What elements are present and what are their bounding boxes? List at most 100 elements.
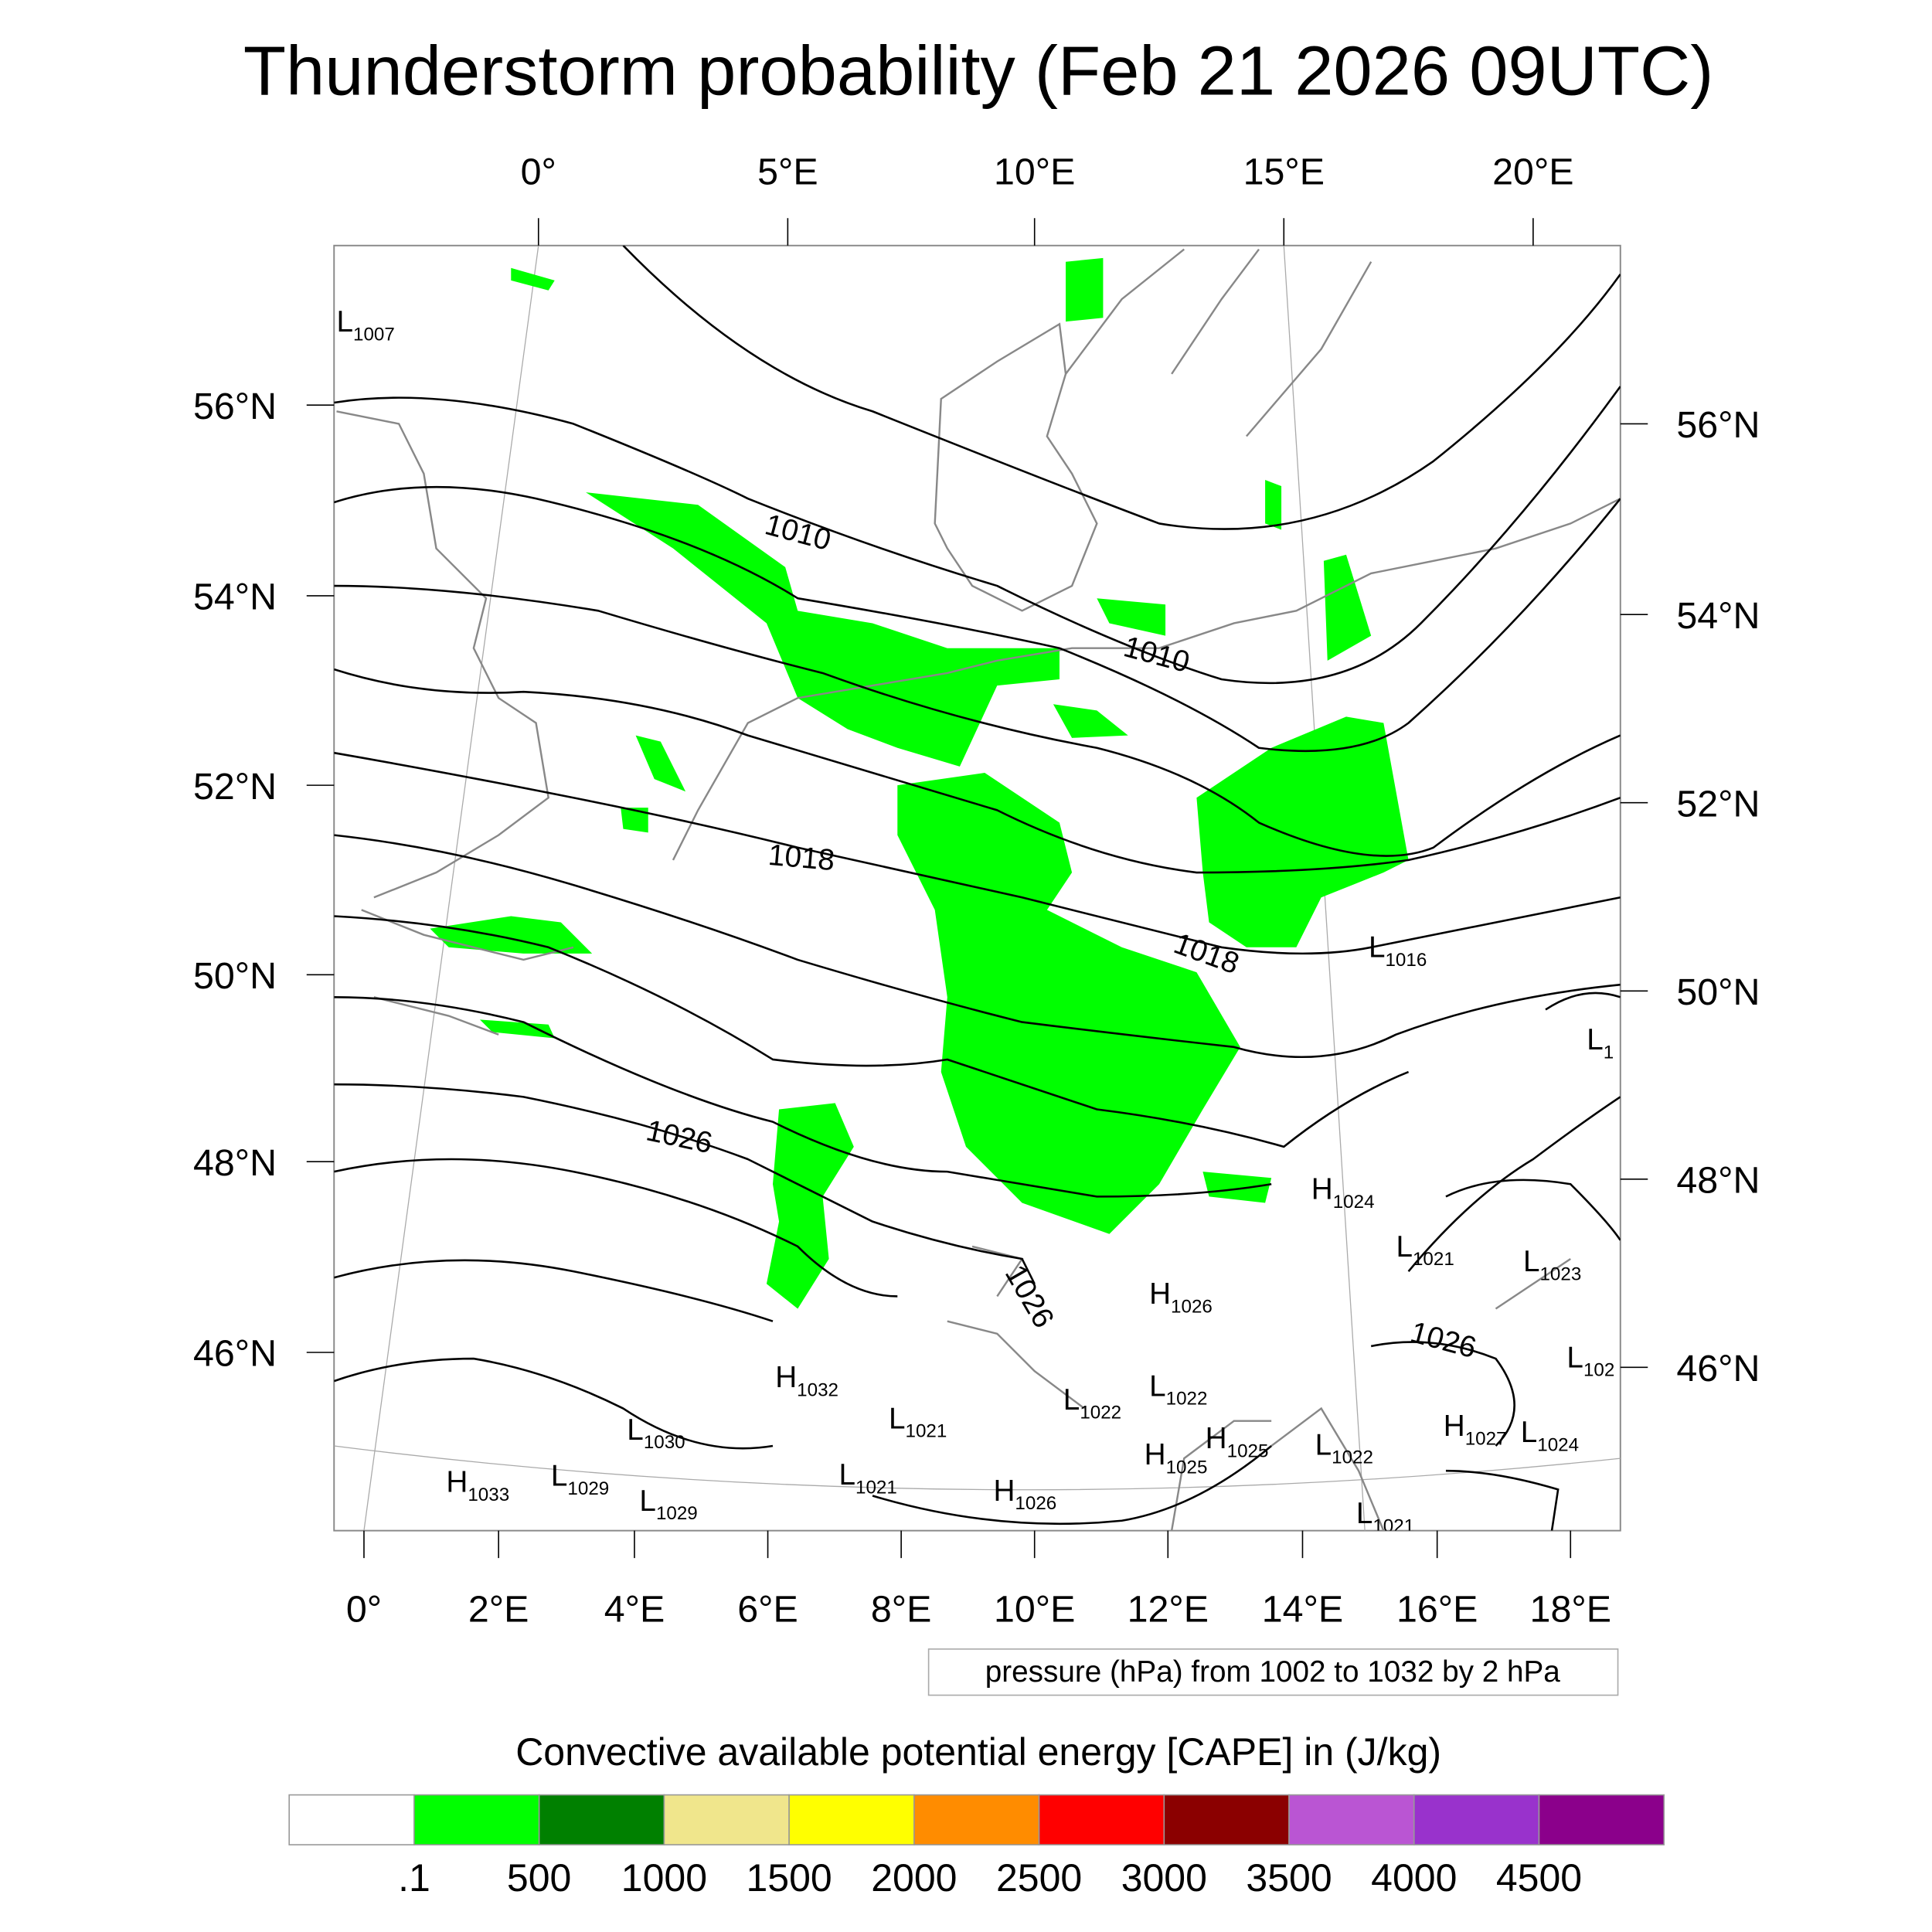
lat-label: 48°N xyxy=(193,1142,277,1184)
cape-area xyxy=(1097,598,1166,636)
colorbar-swatch xyxy=(1163,1794,1290,1845)
colorbar-swatch xyxy=(788,1794,915,1845)
pressure-value: 102 xyxy=(1583,1360,1614,1381)
cape-area xyxy=(479,1019,555,1039)
lon-label: 4°E xyxy=(604,1588,665,1630)
cape-area xyxy=(586,492,1060,767)
lat-label: 48°N xyxy=(1676,1160,1760,1202)
pressure-value: 1025 xyxy=(1166,1457,1208,1478)
cape-area xyxy=(1265,479,1282,530)
cape-area xyxy=(635,735,686,792)
right-latitude-labels: 56°N 54°N 52°N 50°N 48°N 46°N xyxy=(1676,404,1760,1389)
pressure-value: 1033 xyxy=(468,1485,509,1505)
lon-label: 0° xyxy=(521,151,556,193)
pressure-value: 1029 xyxy=(567,1478,609,1499)
pressure-value: 1021 xyxy=(906,1421,947,1442)
lon-label: 2°E xyxy=(468,1588,529,1630)
cape-area xyxy=(511,267,555,291)
lon-label: 14°E xyxy=(1262,1588,1343,1630)
pressure-value: 1016 xyxy=(1385,950,1427,971)
lat-label: 52°N xyxy=(193,766,277,808)
lat-label: 56°N xyxy=(193,386,277,427)
coastlines xyxy=(336,248,1621,1531)
cape-area xyxy=(621,808,648,833)
pressure-value: 1025 xyxy=(1227,1440,1269,1461)
axis-ticks xyxy=(306,218,1648,1559)
pressure-value: 1021 xyxy=(1413,1249,1454,1270)
colorbar-label: 3500 xyxy=(1246,1856,1332,1900)
lat-label: 46°N xyxy=(1676,1348,1760,1389)
lat-label: 56°N xyxy=(1676,404,1760,446)
lat-label: 54°N xyxy=(1676,595,1760,637)
colorbar-label: .1 xyxy=(398,1856,430,1900)
lon-label: 6°E xyxy=(737,1588,798,1630)
pressure-value: 1021 xyxy=(1372,1515,1414,1536)
pressure-value: 1030 xyxy=(644,1432,685,1453)
pressure-value: 1029 xyxy=(656,1503,698,1524)
colorbar-label: 4500 xyxy=(1496,1856,1582,1900)
colorbar-swatch xyxy=(1538,1794,1665,1845)
lat-label: 46°N xyxy=(193,1333,277,1375)
figure-title: Thunderstorm probability (Feb 21 2026 09… xyxy=(243,32,1713,111)
bottom-longitude-labels: 0° 2°E 4°E 6°E 8°E 10°E 12°E 14°E 16°E 1… xyxy=(346,1588,1611,1630)
top-longitude-labels: 0° 5°E 10°E 15°E 20°E xyxy=(521,151,1574,193)
map-panel: 1010 1010 1018 1018 1026 1026 1026 L1007… xyxy=(333,244,1621,1536)
lon-label: 0° xyxy=(346,1588,382,1630)
high-pressure-label: H1025 xyxy=(1145,1438,1208,1478)
lon-label: 18°E xyxy=(1530,1588,1611,1630)
colorbar-label: 1000 xyxy=(621,1856,707,1900)
left-latitude-labels: 56°N 54°N 52°N 50°N 48°N 46°N xyxy=(193,386,277,1375)
lat-label: 52°N xyxy=(1676,783,1760,825)
colorbar-label: 2000 xyxy=(871,1856,957,1900)
colorbar-swatch xyxy=(913,1794,1040,1845)
contour-label: 1018 xyxy=(767,838,835,877)
colorbar-label: 500 xyxy=(507,1856,571,1900)
pressure-value: 1021 xyxy=(855,1477,897,1498)
lat-label: 50°N xyxy=(193,955,277,997)
pressure-value: 1027 xyxy=(1465,1428,1507,1449)
lon-label: 5°E xyxy=(757,151,818,193)
lon-label: 15°E xyxy=(1243,151,1325,193)
colorbar: .1 500 1000 1500 2000 2500 3000 3500 4000 4500 xyxy=(288,1794,1665,1900)
cape-area xyxy=(1323,554,1372,661)
pressure-value: 1007 xyxy=(353,324,395,345)
colorbar-swatch xyxy=(1288,1794,1415,1845)
colorbar-swatch xyxy=(1038,1794,1165,1845)
lat-label: 54°N xyxy=(193,577,277,618)
lon-label: 10°E xyxy=(994,1588,1075,1630)
pressure-value: 1026 xyxy=(1015,1493,1056,1514)
pressure-value: 1022 xyxy=(1080,1402,1121,1423)
cape-area xyxy=(1066,257,1104,322)
lon-label: 12°E xyxy=(1128,1588,1209,1630)
cape-area xyxy=(430,916,593,954)
pressure-value: 1 xyxy=(1604,1042,1614,1063)
lon-label: 8°E xyxy=(871,1588,932,1630)
cape-area xyxy=(1202,1172,1272,1203)
pressure-value: 1022 xyxy=(1332,1447,1373,1468)
colorbar-label: 3000 xyxy=(1121,1856,1207,1900)
cape-area xyxy=(1053,704,1128,738)
pressure-value: 1022 xyxy=(1166,1389,1208,1410)
colorbar-swatch xyxy=(1413,1794,1540,1845)
lon-label: 20°E xyxy=(1492,151,1573,193)
colorbar-swatch xyxy=(288,1794,415,1845)
colorbar-label: 2500 xyxy=(996,1856,1082,1900)
colorbar-swatch xyxy=(413,1794,540,1845)
pressure-value: 1026 xyxy=(1171,1296,1213,1317)
pressure-value: 1024 xyxy=(1333,1192,1375,1213)
pressure-value: 1032 xyxy=(797,1379,838,1400)
contour-info: pressure (hPa) from 1002 to 1032 by 2 hP… xyxy=(985,1655,1561,1689)
colorbar-swatch xyxy=(663,1794,790,1845)
colorbar-title: Convective available potential energy [C… xyxy=(515,1730,1441,1774)
contour-info-box: pressure (hPa) from 1002 to 1032 by 2 hP… xyxy=(927,1648,1619,1696)
cape-area xyxy=(1196,716,1409,947)
high-pressure-label: H1026 xyxy=(1149,1277,1213,1317)
colorbar-label: 4000 xyxy=(1371,1856,1457,1900)
isobars xyxy=(334,245,1621,1531)
pressure-value: 1024 xyxy=(1537,1434,1579,1455)
lon-label: 10°E xyxy=(994,151,1075,193)
cape-area xyxy=(766,1103,854,1309)
colorbar-swatch xyxy=(538,1794,665,1845)
